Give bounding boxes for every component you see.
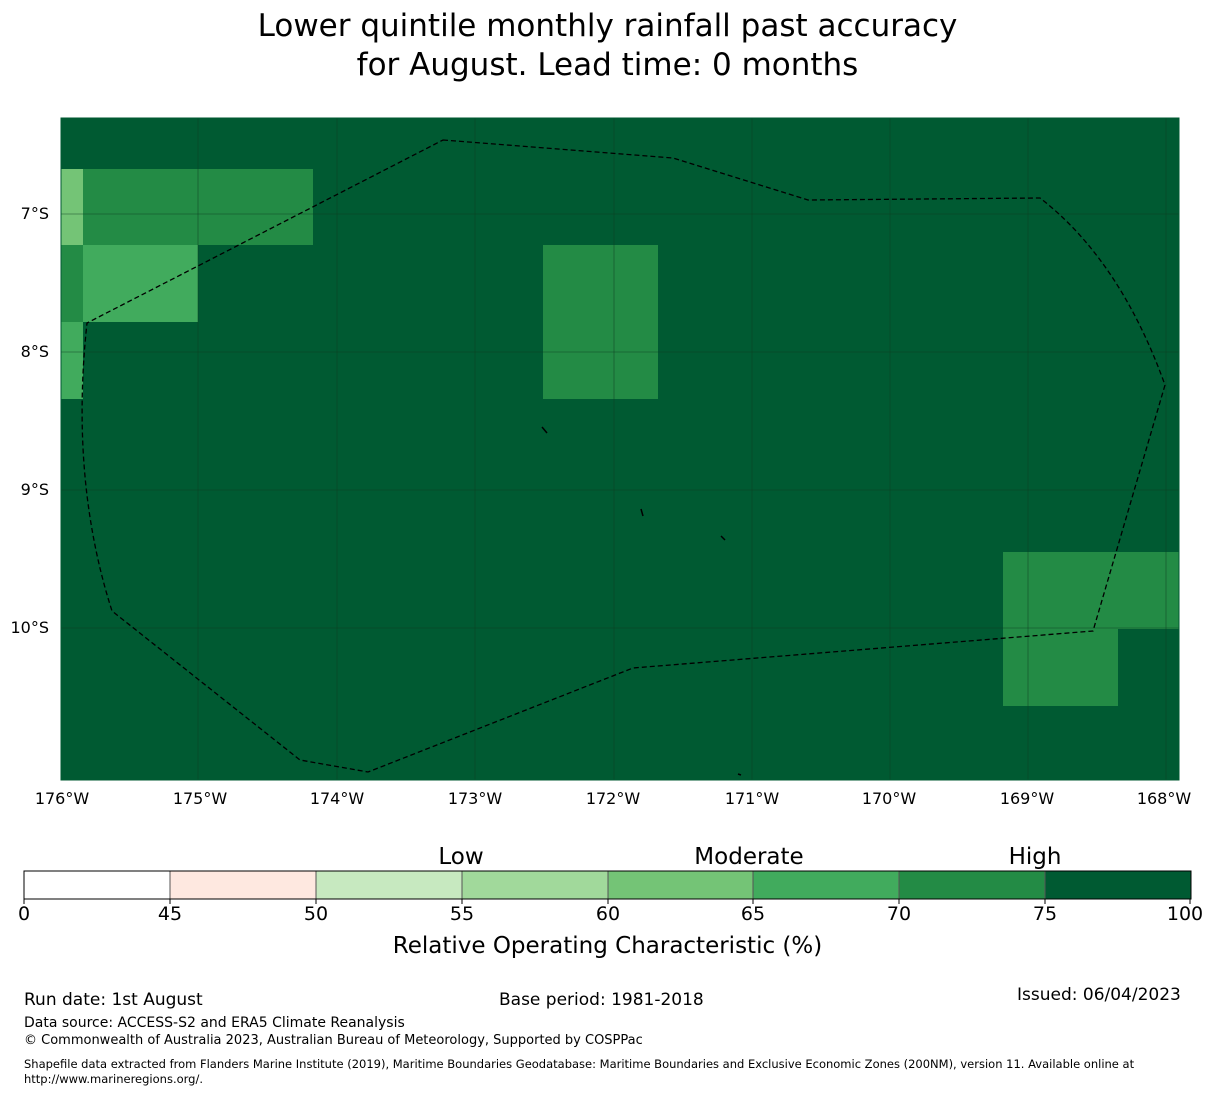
colorbar-segment-75-100 (1045, 871, 1191, 899)
lat-label: 9°S (20, 480, 49, 499)
colorbar-tick-label: 55 (449, 903, 475, 925)
lon-label: 173°W (447, 789, 503, 808)
island (737, 773, 742, 776)
lon-label: 174°W (309, 789, 365, 808)
colorbar-segment-55-60 (462, 871, 608, 899)
colorbar-tick-label: 0 (17, 903, 31, 925)
map-frame (60, 117, 1180, 781)
lon-label: 172°W (585, 789, 641, 808)
lon-label: 171°W (724, 789, 780, 808)
colorbar-tick-label: 50 (303, 903, 329, 925)
data-source: Data source: ACCESS-S2 and ERA5 Climate … (24, 1015, 405, 1031)
accuracy-cell (83, 245, 198, 322)
colorbar-tick-label: 65 (740, 903, 766, 925)
colorbar-tick-label: 45 (157, 903, 183, 925)
island (640, 508, 644, 517)
colorbar-segment-45-50 (170, 871, 316, 899)
accuracy-cell (61, 322, 83, 399)
colorbar-segment-50-55 (316, 871, 462, 899)
colorbar-tick-label: 100 (1166, 903, 1204, 925)
colorbar-category-moderate: Moderate (694, 844, 804, 870)
accuracy-cell (1003, 629, 1118, 706)
colorbar-segment-0-45 (24, 871, 170, 899)
shapefile-credit-line-2: http://www.marineregions.org/. (24, 1072, 203, 1086)
issued-date: Issued: 06/04/2023 (1017, 985, 1181, 1005)
colorbar-ticks (23, 899, 1191, 904)
colorbar-dividers (169, 871, 1046, 899)
lon-label: 170°W (861, 789, 917, 808)
colorbar-tick-label: 75 (1032, 903, 1058, 925)
eez-boundary (81, 139, 1166, 773)
lat-label: 10°S (10, 618, 49, 637)
shapefile-credit-line-1: Shapefile data extracted from Flanders M… (24, 1057, 1135, 1071)
map-title-line-1: Lower quintile monthly rainfall past acc… (257, 8, 958, 44)
colorbar-segment-65-70 (753, 871, 899, 899)
island (541, 426, 548, 434)
accuracy-cell (543, 245, 658, 399)
colorbar-tick-label: 60 (595, 903, 621, 925)
map-title-line-2: for August. Lead time: 0 months (356, 47, 859, 83)
island (720, 535, 726, 541)
lon-label: 175°W (172, 789, 228, 808)
colorbar-category-high: High (1008, 844, 1062, 870)
colorbar-axis-label: Relative Operating Characteristic (%) (392, 933, 823, 959)
lon-label: 176°W (34, 789, 90, 808)
copyright-notice: © Commonwealth of Australia 2023, Austra… (24, 1033, 643, 1048)
colorbar-segment-70-75 (899, 871, 1045, 899)
run-date: Run date: 1st August (24, 990, 203, 1010)
lon-label: 169°W (999, 789, 1055, 808)
accuracy-cell (61, 169, 83, 245)
colorbar-tick-label: 70 (886, 903, 912, 925)
lat-label: 8°S (20, 342, 49, 361)
accuracy-cell (1003, 552, 1179, 629)
accuracy-cell (61, 245, 83, 322)
base-period: Base period: 1981-2018 (499, 990, 704, 1010)
map-gridlines (61, 118, 1179, 780)
lon-label: 168°W (1136, 789, 1192, 808)
colorbar-segment-60-65 (608, 871, 753, 899)
colorbar-category-low: Low (438, 844, 484, 870)
colorbar (23, 870, 1192, 904)
map-panel (60, 117, 1180, 781)
lat-label: 7°S (20, 204, 49, 223)
